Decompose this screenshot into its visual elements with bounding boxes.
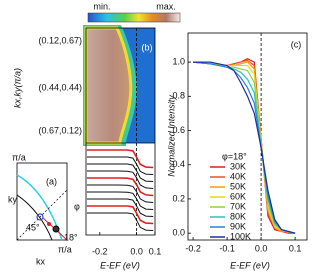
pi-label: π/a <box>12 152 26 162</box>
pi-label: π/a <box>58 244 72 254</box>
map-region <box>84 26 133 145</box>
panel-a <box>16 162 68 241</box>
x-axis-label: E-EF (eV) <box>230 260 270 270</box>
edc-curve <box>86 184 154 203</box>
k-label: (0.67,0.12) <box>38 125 82 135</box>
x-tick-label: 0.0 <box>130 246 143 256</box>
edc-curve <box>86 191 154 210</box>
edc-curve <box>86 156 154 175</box>
line-series <box>193 61 296 234</box>
colorbar <box>87 12 181 23</box>
angle-label: 45° <box>26 222 40 232</box>
y-tick-label: 0.4 <box>172 159 185 169</box>
y-axis-label: kx,ky(π/a) <box>12 68 22 108</box>
legend-label: 90K <box>230 221 246 231</box>
colorbar-min: min. <box>93 1 110 11</box>
x-tick-label: 0.1 <box>149 246 162 256</box>
phi-label: φ <box>74 201 80 211</box>
edc-curve <box>86 170 154 189</box>
ky-label: ky <box>8 194 18 204</box>
angle-label: 18° <box>64 232 78 242</box>
kx-label: kx <box>36 256 46 266</box>
x-tick-label: 0.1 <box>289 243 302 253</box>
legend-label: 50K <box>230 181 246 191</box>
colorbar-max: max. <box>156 1 176 11</box>
y-tick-label: 0.2 <box>172 193 185 203</box>
legend-title: φ=18° <box>222 151 247 161</box>
y-tick-label: 0.0 <box>172 228 185 238</box>
legend-label: 40K <box>230 171 246 181</box>
x-tick-label: -0.1 <box>219 243 235 253</box>
k-label: (0.44,0.44) <box>38 82 82 92</box>
legend-label: 80K <box>230 211 246 221</box>
legend-label: 30K <box>230 161 246 171</box>
panel-b-frame <box>85 27 156 236</box>
edc-curve <box>86 177 154 197</box>
y-axis-label: Normalized Intensity <box>166 95 176 177</box>
fermi-surface <box>16 194 53 241</box>
legend-label: 100K <box>230 231 251 241</box>
k-point <box>36 213 44 221</box>
panel-label: (b) <box>142 42 153 52</box>
edc-curve <box>86 205 154 225</box>
k-point <box>52 225 60 233</box>
k-label: (0.12,0.67) <box>38 35 82 45</box>
y-tick-label: 0.6 <box>172 125 185 135</box>
edc-curve <box>86 163 154 182</box>
legend-label: 70K <box>230 201 246 211</box>
edc-curve <box>86 212 154 231</box>
edc-curve <box>86 198 154 217</box>
panel-c-frame <box>187 32 308 241</box>
legend-label: 60K <box>230 191 246 201</box>
y-tick-label: 1.0 <box>172 56 185 66</box>
zone-frame <box>16 162 68 241</box>
x-tick-label: -0.2 <box>185 243 201 253</box>
panel-label: (c) <box>291 39 302 49</box>
edc-curve <box>86 149 154 169</box>
x-tick-label: 0.0 <box>255 243 268 253</box>
panel-label: (a) <box>46 176 57 186</box>
x-axis-label: E-EF (eV) <box>100 260 140 270</box>
y-tick-label: 0.8 <box>172 91 185 101</box>
x-tick-label: -0.2 <box>92 246 108 256</box>
k-point <box>47 222 51 226</box>
